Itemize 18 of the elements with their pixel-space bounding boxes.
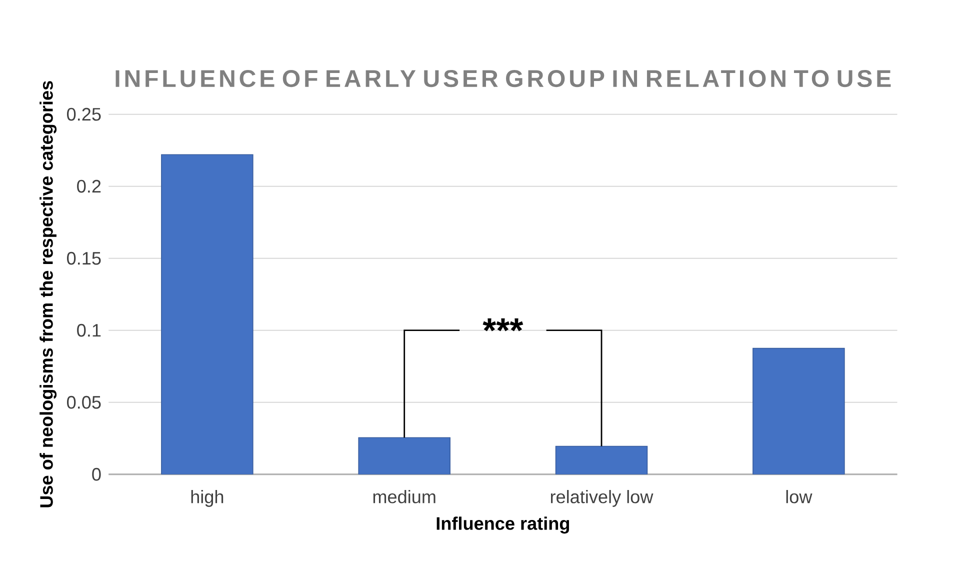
x-tick-label: high	[191, 490, 224, 507]
y-tick-label: 0.05	[67, 396, 101, 409]
chart-title: INFLUENCE OF EARLY USER GROUP IN RELATION TO USE	[116, 70, 891, 88]
bar	[358, 437, 450, 474]
y-tick-label: 0.1	[77, 324, 101, 337]
y-tick-label: 0.25	[67, 108, 101, 121]
x-axis-title: Influence rating	[436, 516, 570, 534]
x-tick-label: low	[786, 490, 812, 504]
y-axis-title: Use of neologisms from the respective categories	[40, 81, 57, 508]
bar	[161, 154, 254, 474]
y-tick-label: 0	[92, 468, 101, 481]
y-tick-label: 0.15	[67, 252, 101, 265]
x-tick-label: relatively low	[550, 490, 654, 507]
bar	[752, 348, 845, 474]
bar	[555, 446, 648, 474]
annotation: ***	[482, 318, 524, 332]
y-tick-label: 0.2	[77, 180, 101, 193]
x-tick-label: medium	[373, 490, 436, 504]
